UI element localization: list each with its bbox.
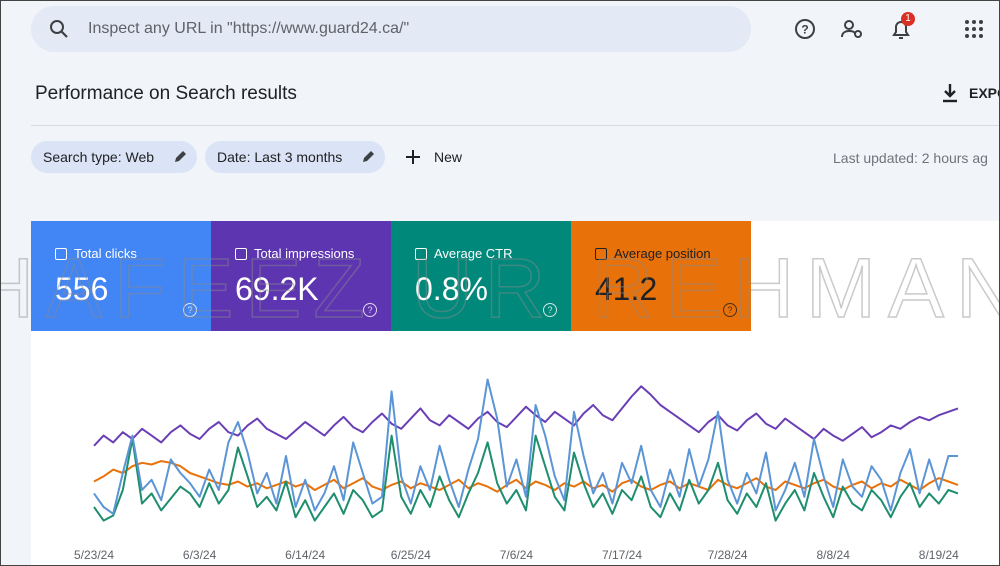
page-title: Performance on Search results bbox=[35, 83, 297, 104]
info-icon: ? bbox=[723, 303, 737, 317]
search-placeholder: Inspect any URL in "https://www.guard24.… bbox=[88, 20, 410, 37]
info-icon: ? bbox=[363, 303, 377, 317]
metric-label: Total impressions bbox=[254, 246, 355, 261]
divider bbox=[31, 125, 999, 126]
checkbox bbox=[55, 248, 67, 260]
x-tick-label: 8/19/24 bbox=[919, 548, 959, 562]
export-button[interactable]: EXPO bbox=[969, 85, 999, 101]
x-tick-label: 7/28/24 bbox=[708, 548, 748, 562]
plus-icon[interactable] bbox=[405, 149, 421, 165]
x-tick-label: 7/17/24 bbox=[602, 548, 642, 562]
notification-badge: 1 bbox=[901, 12, 915, 26]
watermark-layer: HAFEEZ UR REHMAN bbox=[1, 240, 1000, 331]
metric-value: 41.2 bbox=[595, 271, 658, 307]
search-bar[interactable]: Inspect any URL in "https://www.guard24.… bbox=[31, 6, 751, 52]
metric-label: Average CTR bbox=[434, 246, 513, 261]
edit-icon bbox=[175, 151, 186, 162]
help-icon[interactable]: ? bbox=[793, 17, 817, 41]
new-filter-button[interactable]: New bbox=[434, 149, 463, 165]
metric-value: 0.8% bbox=[415, 271, 488, 307]
x-tick-label: 8/8/24 bbox=[817, 548, 851, 562]
chip-label: Date: Last 3 months bbox=[217, 149, 343, 165]
metric-card[interactable]: Total clicks 556? bbox=[31, 221, 211, 331]
series-line bbox=[93, 434, 959, 522]
chart: 5/23/24 6/3/24 6/14/24 6/25/24 7/6/24 7/17/24… bbox=[74, 378, 959, 562]
metric-card[interactable]: Average position 41.2? bbox=[571, 221, 751, 331]
checkbox bbox=[415, 248, 427, 260]
account-settings-icon[interactable] bbox=[840, 17, 866, 41]
metric-value: 556 bbox=[55, 271, 109, 307]
checkbox bbox=[595, 248, 607, 260]
x-tick-label: 6/14/24 bbox=[285, 548, 325, 562]
x-tick-label: 7/6/24 bbox=[500, 548, 534, 562]
checkbox bbox=[235, 248, 247, 260]
series-line bbox=[93, 385, 959, 447]
download-icon bbox=[943, 84, 957, 103]
search-icon bbox=[50, 20, 68, 38]
edit-icon bbox=[363, 151, 374, 162]
metric-label: Average position bbox=[614, 246, 711, 261]
watermark: HAFEEZ UR REHMAN bbox=[1, 241, 1000, 331]
apps-icon[interactable] bbox=[964, 19, 984, 39]
metric-label: Total clicks bbox=[74, 246, 137, 261]
metric-value: 69.2K bbox=[235, 271, 319, 307]
info-icon: ? bbox=[183, 303, 197, 317]
metric-card[interactable]: Average CTR 0.8%? bbox=[391, 221, 571, 331]
info-icon: ? bbox=[543, 303, 557, 317]
series-line bbox=[93, 378, 958, 515]
filter-chip[interactable]: Date: Last 3 months bbox=[205, 141, 385, 173]
x-tick-label: 6/25/24 bbox=[391, 548, 431, 562]
chip-label: Search type: Web bbox=[43, 149, 155, 165]
x-tick-label: 5/23/24 bbox=[74, 548, 114, 562]
last-updated: Last updated: 2 hours ag bbox=[833, 150, 988, 166]
filter-chip[interactable]: Search type: Web bbox=[31, 141, 197, 173]
svg-text:?: ? bbox=[801, 23, 808, 37]
x-tick-label: 6/3/24 bbox=[183, 548, 217, 562]
metric-card[interactable]: Total impressions 69.2K? bbox=[211, 221, 391, 331]
